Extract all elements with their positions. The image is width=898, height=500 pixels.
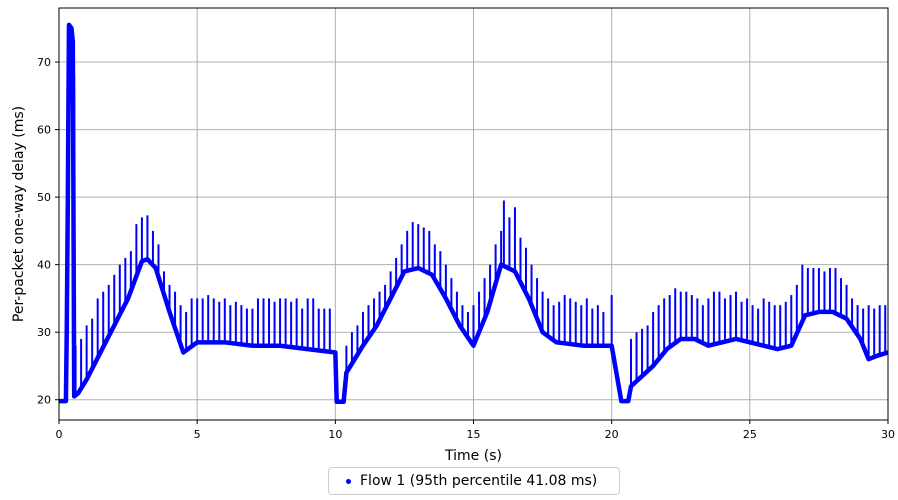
x-tick-label: 10 (328, 428, 342, 441)
y-tick-label: 20 (37, 394, 51, 407)
legend: Flow 1 (95th percentile 41.08 ms) (328, 467, 620, 495)
y-axis-title: Per-packet one-way delay (ms) (11, 106, 27, 322)
x-tick-label: 0 (56, 428, 63, 441)
y-tick-label: 50 (37, 191, 51, 204)
data-layer (59, 22, 889, 405)
y-axis: 20 30 40 50 60 70 (37, 56, 59, 407)
y-tick-label: 60 (37, 124, 51, 137)
x-axis: 0 5 10 15 20 25 30 (56, 420, 895, 441)
x-tick-label: 5 (194, 428, 201, 441)
y-tick-label: 70 (37, 56, 51, 69)
x-tick-label: 20 (605, 428, 619, 441)
legend-label: Flow 1 (95th percentile 41.08 ms) (360, 473, 598, 489)
y-tick-label: 40 (37, 259, 51, 272)
y-tick-label: 30 (37, 326, 51, 339)
legend-marker (346, 478, 351, 484)
x-axis-title: Time (s) (444, 448, 502, 464)
x-tick-label: 30 (881, 428, 895, 441)
series-flow-1 (59, 22, 889, 405)
x-tick-label: 25 (743, 428, 757, 441)
x-tick-label: 15 (467, 428, 481, 441)
